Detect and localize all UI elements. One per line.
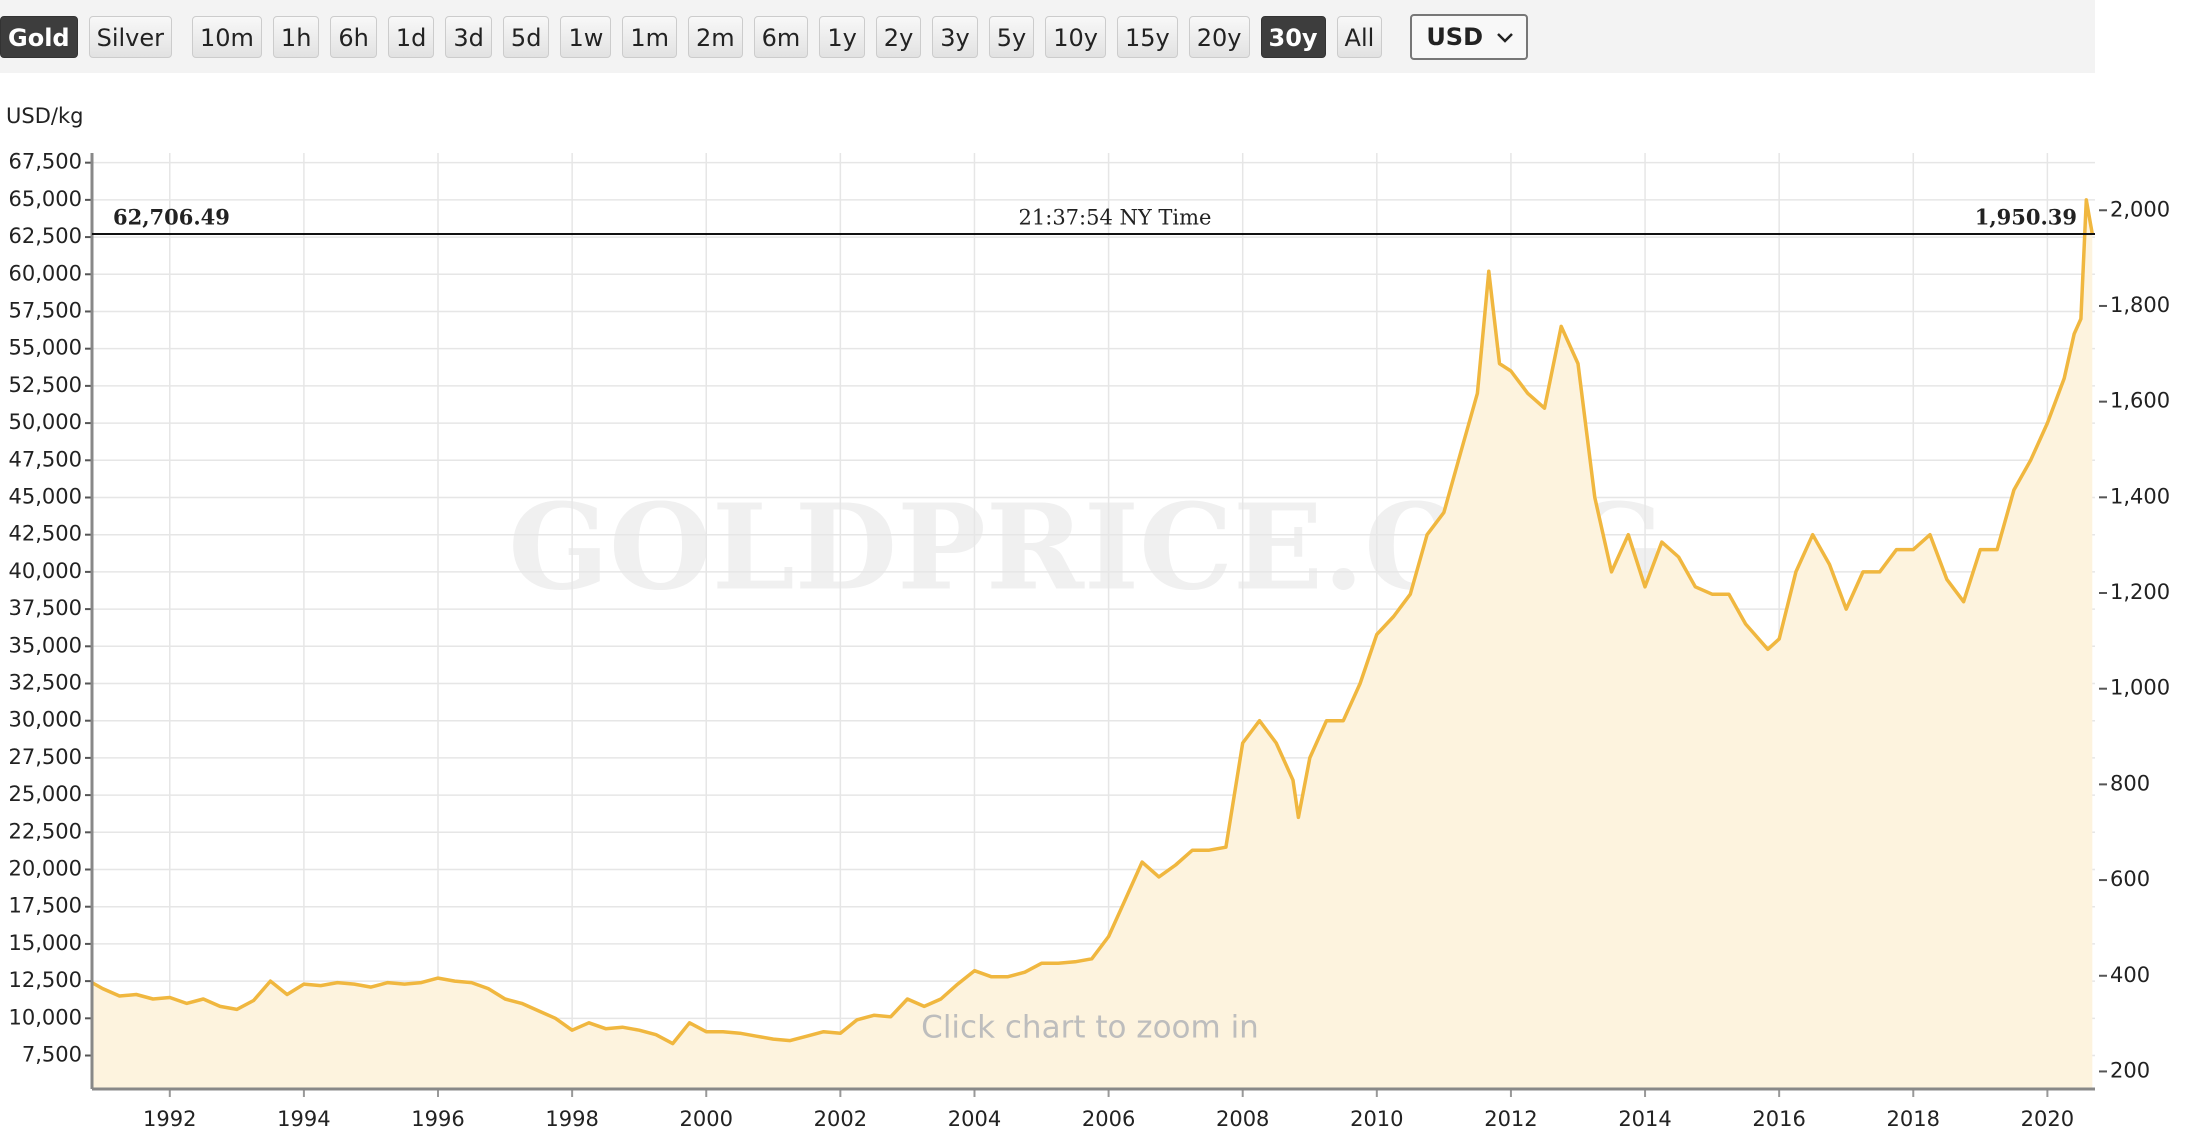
range-button[interactable]: Gold xyxy=(0,15,78,58)
x-tick-label: 1994 xyxy=(277,1107,330,1131)
y-tick-label: 62,500 xyxy=(9,224,82,248)
y-tick-label: 57,500 xyxy=(9,298,82,322)
range-button[interactable]: 1h xyxy=(272,15,320,58)
x-tick-label: 2010 xyxy=(1350,1107,1403,1131)
y-tick-label: 15,000 xyxy=(9,931,82,955)
y2-tick-label: 400 xyxy=(2110,963,2150,987)
y-tick-label: 17,500 xyxy=(9,894,82,918)
x-tick-label: 2012 xyxy=(1484,1107,1537,1131)
y-tick-label: 50,000 xyxy=(9,410,82,434)
y-tick-label: 52,500 xyxy=(9,373,82,397)
range-button[interactable]: 10y xyxy=(1045,15,1106,58)
range-button[interactable]: 6m xyxy=(753,15,809,58)
x-tick-label: 2000 xyxy=(680,1107,733,1131)
range-button[interactable]: 15y xyxy=(1117,15,1178,58)
range-button[interactable]: 1w xyxy=(560,15,612,58)
x-tick-label: 2014 xyxy=(1618,1107,1671,1131)
x-tick-label: 2002 xyxy=(814,1107,867,1131)
y-tick-label: 45,000 xyxy=(9,484,82,508)
toolbar: Gold Silver 10m 1h 6h 1d 3d 5d 1w 1m 2m 6m 1y 2y 3y 5y 1… xyxy=(0,0,2095,73)
x-tick-label: 2020 xyxy=(2021,1107,2074,1131)
y-tick-label: 25,000 xyxy=(9,782,82,806)
y-tick-label: 37,500 xyxy=(9,596,82,620)
y-tick-label: 12,500 xyxy=(9,968,82,992)
current-price-oz: 1,950.39 xyxy=(1975,205,2077,230)
y2-tick-label: 200 xyxy=(2110,1058,2150,1082)
range-button[interactable]: 1y xyxy=(819,15,865,58)
y2-tick-label: 1,200 xyxy=(2110,580,2170,604)
x-tick-label: 2008 xyxy=(1216,1107,1269,1131)
range-button[interactable]: 5d xyxy=(502,15,550,58)
range-button[interactable]: 30y xyxy=(1260,15,1326,58)
zoom-hint: Click chart to zoom in xyxy=(921,1010,1259,1046)
area xyxy=(92,199,2093,1089)
range-button[interactable]: 2m xyxy=(688,15,743,58)
y-tick-label: 22,500 xyxy=(9,819,82,843)
line xyxy=(91,198,2095,1046)
y2-tick-label: 1,000 xyxy=(2110,676,2170,700)
dropdown-arrow xyxy=(1497,32,1514,43)
x-tick-label: 1998 xyxy=(545,1107,598,1131)
y-tick-label: 40,000 xyxy=(9,559,82,583)
range-button[interactable]: 1d xyxy=(387,15,435,58)
range-button[interactable]: 3y xyxy=(932,15,978,58)
y-tick-label: 32,500 xyxy=(9,670,82,694)
y-tick-label: 10,000 xyxy=(9,1005,82,1029)
range-button[interactable]: 2y xyxy=(875,15,922,58)
range-button[interactable]: 5y xyxy=(988,15,1035,58)
range-button[interactable]: 3d xyxy=(445,15,492,58)
y-tick-label: 55,000 xyxy=(9,336,82,360)
y-tick-label: 67,500 xyxy=(9,150,82,174)
y-axis-label: USD/kg xyxy=(6,104,83,128)
y-tick-label: 42,500 xyxy=(9,522,82,546)
y-tick-label: 27,500 xyxy=(9,745,82,769)
y-tick-label: 30,000 xyxy=(9,708,82,732)
range-button[interactable]: 10m xyxy=(192,15,262,58)
x-tick-label: 2016 xyxy=(1752,1107,1805,1131)
y-tick-label: 47,500 xyxy=(9,447,82,471)
range-button[interactable]: 20y xyxy=(1188,15,1250,58)
time-label: 21:37:54 NY Time xyxy=(1019,206,1212,230)
y2-tick-label: 600 xyxy=(2110,867,2150,891)
currency-select[interactable]: USD xyxy=(1410,13,1529,60)
x-tick-label: 2018 xyxy=(1887,1107,1940,1131)
y-tick-label: 35,000 xyxy=(9,633,82,657)
y2-tick-label: 1,800 xyxy=(2110,293,2170,317)
range-button[interactable]: 1m xyxy=(622,15,677,58)
x-tick-label: 2004 xyxy=(948,1107,1001,1131)
y-tick-label: 65,000 xyxy=(9,187,82,211)
current-price-kg: 62,706.49 xyxy=(113,205,230,230)
y-tick-label: 60,000 xyxy=(9,261,82,285)
currency-label: USD xyxy=(1426,22,1484,51)
y-tick-label: 7,500 xyxy=(22,1043,82,1067)
x-tick-label: 1996 xyxy=(411,1107,464,1131)
range-button[interactable]: 6h xyxy=(330,15,377,58)
x-tick-label: 2006 xyxy=(1082,1107,1135,1131)
x-tick-label: 1992 xyxy=(143,1107,196,1131)
y-tick-label: 20,000 xyxy=(9,857,82,881)
y2-tick-label: 800 xyxy=(2110,771,2150,795)
range-button[interactable]: Silver xyxy=(88,15,172,58)
range-button[interactable]: All xyxy=(1336,15,1383,58)
y2-tick-label: 2,000 xyxy=(2110,197,2170,221)
y2-tick-label: 1,600 xyxy=(2110,389,2170,413)
y2-tick-label: 1,400 xyxy=(2110,484,2170,508)
